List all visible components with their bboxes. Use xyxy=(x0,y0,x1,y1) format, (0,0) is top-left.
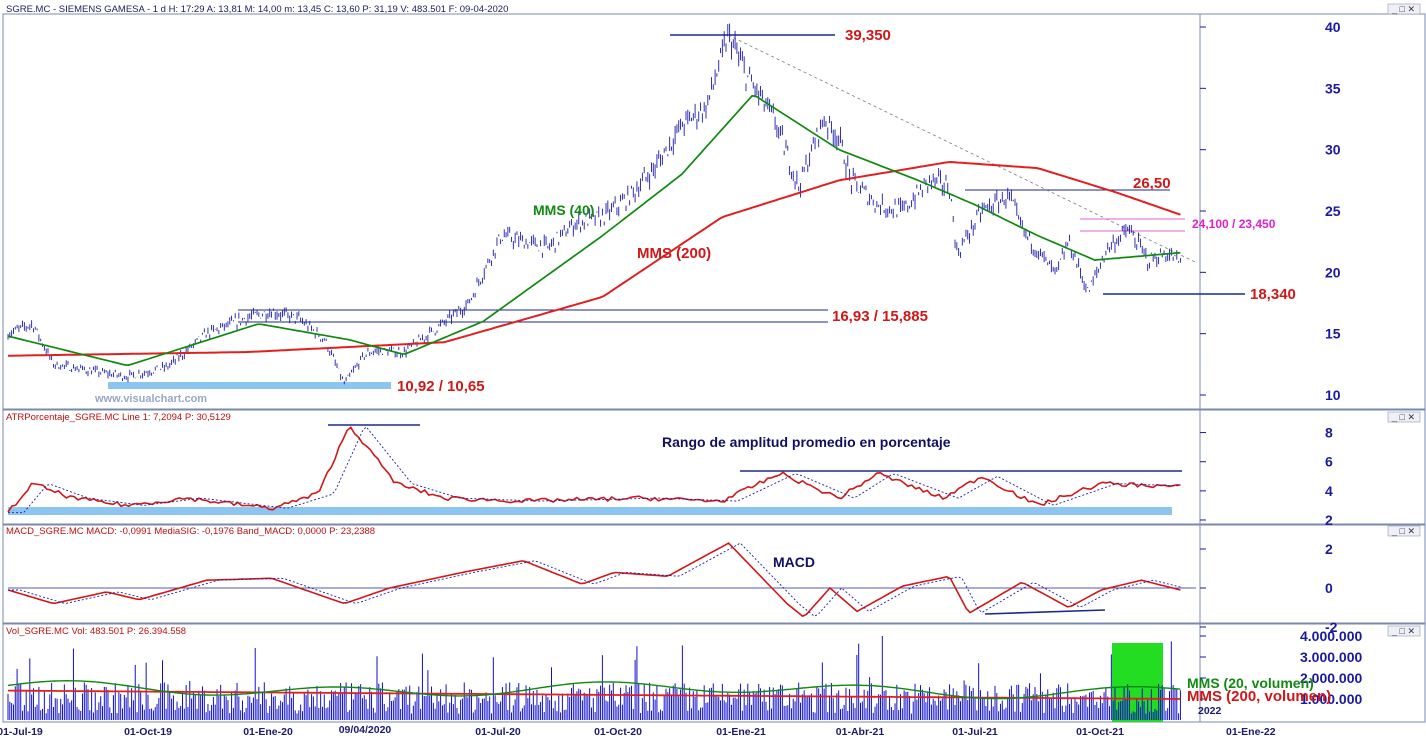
volume-mms20-line xyxy=(7,679,1181,700)
volume-y-tick: 1.000.000 xyxy=(1300,691,1362,707)
x-axis-label: 01-Oct-21 xyxy=(1076,726,1124,738)
price-y-tick: 35 xyxy=(1325,80,1341,96)
annotation-mms40: MMS (40) xyxy=(533,202,594,218)
atr-y-tick: 4 xyxy=(1325,483,1333,499)
atr-y-tick: 2 xyxy=(1325,512,1333,528)
x-axis-label: 01-Abr-21 xyxy=(836,726,885,738)
x-axis-label: 01-Ene-21 xyxy=(716,726,766,738)
x-axis-label: 01-Oct-19 xyxy=(124,726,172,738)
atr-support-band xyxy=(8,507,1172,515)
base-support-band xyxy=(108,382,391,389)
volume-y-tick: 3.000.000 xyxy=(1300,649,1362,665)
macd-y-tick: -2 xyxy=(1325,619,1338,635)
volume-y-tick: 4.000.000 xyxy=(1300,628,1362,644)
downtrend-line xyxy=(727,34,1196,263)
annotation-support-low: 18,340 xyxy=(1250,286,1296,303)
macd-y-tick: 2 xyxy=(1325,541,1333,557)
macd-annotation: MACD xyxy=(773,554,815,570)
macd-divergence-line xyxy=(984,609,1106,615)
panel-frames xyxy=(2,13,1426,723)
price-y-tick: 20 xyxy=(1325,264,1341,280)
window-controls-icon: _ □ ✕ xyxy=(1391,526,1415,536)
series-lines xyxy=(7,95,1196,700)
price-y-tick: 15 xyxy=(1325,326,1341,342)
annotation-high: 39,350 xyxy=(845,27,891,44)
atr-signal-line xyxy=(8,426,1181,514)
price-y-tick: 40 xyxy=(1325,19,1341,35)
level-lines xyxy=(238,34,1245,615)
annotation-breakout: 16,93 / 15,885 xyxy=(832,308,928,325)
volume-legend-20: MMS (20, volumen) xyxy=(1187,675,1314,691)
window-controls-icon: _ □ ✕ xyxy=(1391,412,1415,422)
volume-mms200-line xyxy=(8,689,1181,700)
price-y-tick: 10 xyxy=(1325,387,1341,403)
annotation-resistance-2: 24,100 / 23,450 xyxy=(1192,217,1276,231)
price-y-tick: 30 xyxy=(1325,142,1341,158)
annotation-mms200: MMS (200) xyxy=(637,245,711,262)
price-header: SGRE.MC - SIEMENS GAMESA - 1 d H: 17:29 … xyxy=(6,4,508,15)
mms40-line xyxy=(7,95,1181,366)
price-window-buttons[interactable]: _ □ ✕ xyxy=(1387,3,1421,15)
window-controls-icon: _ □ ✕ xyxy=(1391,626,1415,636)
atr-line xyxy=(7,426,1181,513)
annotation-resistance-1: 26,50 xyxy=(1133,175,1171,192)
x-axis-label: 01-Jul-20 xyxy=(475,726,521,738)
x-axis-label: 01-Ene-20 xyxy=(243,726,293,738)
x-axis-label: 09/04/2020 xyxy=(339,724,392,736)
vol-header: Vol_SGRE.MC Vol: 483.501 P: 26.394.558 xyxy=(6,626,186,637)
x-axis-label: 01-Ene-22 xyxy=(1226,726,1276,738)
volume-y-tick: 2.000.000 xyxy=(1300,670,1362,686)
mms200-line xyxy=(8,160,1181,357)
volume-legend-200: MMS (200, volumen) xyxy=(1187,688,1331,705)
atr-annotation: Rango de amplitud promedio en porcentaje xyxy=(662,434,951,450)
macd-window-buttons[interactable]: _ □ ✕ xyxy=(1387,525,1421,537)
macd-header: MACD_SGRE.MC MACD: -0,0991 MediaSIG: -0,… xyxy=(6,526,375,537)
support-bands xyxy=(8,382,1172,515)
x-axis-label: 01-Oct-20 xyxy=(594,726,642,738)
volume-bars xyxy=(7,636,1181,720)
x-axis-label: 01-Jul-19 xyxy=(0,726,43,738)
macd-y-tick: 0 xyxy=(1325,580,1333,596)
watermark: www.visualchart.com xyxy=(94,393,207,405)
window-controls-icon: _ □ ✕ xyxy=(1391,4,1415,14)
price-y-tick: 25 xyxy=(1325,203,1341,219)
macd-signal-line xyxy=(8,542,1181,617)
x-axis-label: 2022 xyxy=(1198,705,1222,717)
atr-header: ATRPorcentaje_SGRE.MC Line 1: 7,2094 P: … xyxy=(6,412,231,423)
macd-line xyxy=(7,542,1181,618)
atr-window-buttons[interactable]: _ □ ✕ xyxy=(1387,411,1421,423)
x-axis-labels: 01-Jul-19 01-Oct-19 01-Ene-20 09/04/2020 01-… xyxy=(0,705,1276,738)
atr-y-tick: 6 xyxy=(1325,454,1333,470)
vol-window-buttons[interactable]: _ □ ✕ xyxy=(1387,625,1421,637)
annotation-base: 10,92 / 10,65 xyxy=(397,378,485,395)
x-axis-label: 01-Jul-21 xyxy=(952,726,998,738)
y-axis-ticks: 10 15 20 25 30 35 40 2 4 6 8 -2 0 2 1.000.000 2.000.000… xyxy=(1200,19,1362,707)
atr-y-tick: 8 xyxy=(1325,425,1333,441)
